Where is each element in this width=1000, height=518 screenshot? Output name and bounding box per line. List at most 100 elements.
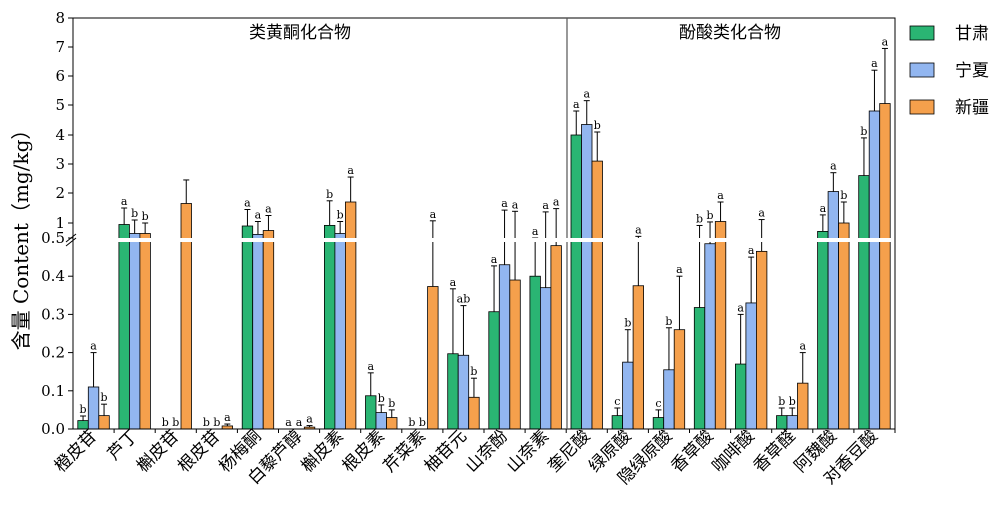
group-title-phenolic-acids: 酚酸类化合物 [679,23,781,43]
x-tick-label: 根皮素 [339,426,389,476]
bar [252,233,264,430]
bar [581,124,593,430]
significance-label: b [419,416,426,429]
significance-label: a [244,197,251,210]
y-tick-label: 0.3 [41,305,65,323]
significance-label: b [80,403,87,416]
bar [427,286,439,430]
x-tick-label: 山奈素 [503,426,553,476]
significance-label: b [408,416,415,429]
significance-label: b [203,416,210,429]
significance-label: c [655,397,661,410]
legend-label-ningxia: 宁夏 [955,61,989,81]
y-tick-label: 8 [55,9,65,27]
bar [498,264,511,430]
significance-label: a [583,88,590,101]
legend-swatch-gansu [909,25,935,41]
bar [180,203,192,430]
significance-label: a [758,207,765,220]
bar [797,382,809,430]
x-tick-label: 根皮苷 [174,426,224,476]
significance-label: a [501,197,508,210]
bar [714,221,727,430]
y-tick-label: 6 [55,67,65,85]
x-tick-label: 槲皮素 [297,426,347,476]
bar [118,224,130,430]
bar [509,279,521,430]
significance-label: b [131,207,138,220]
bar [704,243,716,430]
significance-label: b [213,416,220,429]
y-tick-label: 5 [55,96,65,114]
significance-label: a [491,253,498,266]
x-tick-label: 槲皮苷 [133,426,183,476]
significance-label: ab [457,293,471,306]
significance-label: a [90,340,97,353]
significance-label: a [512,198,519,211]
y-tick-label: 0.5 [41,229,65,247]
y-tick-label: 1 [55,214,65,232]
bar [756,250,768,430]
bar [488,311,500,430]
y-tick-label: 0.0 [41,420,65,438]
bar [365,395,377,430]
bar [98,415,110,430]
significance-label: a [553,196,560,209]
x-tick-label: 山奈酚 [462,426,512,476]
significance-label: b [388,397,395,410]
significance-label: a [542,199,549,212]
significance-label: b [470,365,477,378]
significance-label: b [789,395,796,408]
bar [447,353,459,430]
bar [879,103,891,430]
bar [323,224,336,430]
legend-swatch-xinjiang [909,99,935,115]
bar [550,245,562,430]
significance-label: b [860,125,867,138]
significance-label: b [624,317,631,330]
significance-label: b [378,392,385,405]
significance-label: b [707,209,714,222]
bar [241,225,254,430]
significance-label: b [594,119,601,132]
significance-label: a [121,195,128,208]
significance-label: b [326,188,333,201]
significance-label: b [101,391,108,404]
y-tick-label: 0.1 [41,382,65,400]
x-tick-label: 奎尼酸 [544,426,594,476]
significance-label: a [285,416,292,429]
significance-label: b [172,416,179,429]
bar [262,230,275,430]
bar [375,412,387,430]
bar [817,230,829,430]
x-axis: 橙皮苷 芦丁槲皮苷根皮苷杨梅酮白藜芦醇槲皮素根皮素芹菜素柚苷元山奈酚山奈素奎尼酸绿… [51,426,896,489]
bar [87,386,100,430]
significance-label: a [265,203,272,216]
significance-label: a [450,276,457,289]
bar [468,396,480,430]
bar [591,160,603,430]
significance-label: b [696,212,703,225]
group-title-flavonoids: 类黄酮化合物 [249,23,351,43]
significance-label: a [799,340,806,353]
y-tick-label: 7 [55,38,65,56]
bar [139,233,151,430]
axis-break-mark [65,233,77,247]
significance-label: b [778,395,785,408]
bar [457,354,470,430]
significance-label: a [532,225,539,238]
significance-label: a [255,209,262,222]
bar [735,363,747,430]
bar [529,275,541,430]
significance-label: a [306,413,313,426]
y-tick-label: 4 [55,126,65,144]
significance-label: a [737,301,744,314]
y-tick-label: 2 [55,184,65,202]
bar [673,329,686,430]
bar [663,369,675,430]
bar [570,134,582,430]
significance-label: a [367,360,374,373]
y-tick-label: 0.4 [41,267,65,285]
